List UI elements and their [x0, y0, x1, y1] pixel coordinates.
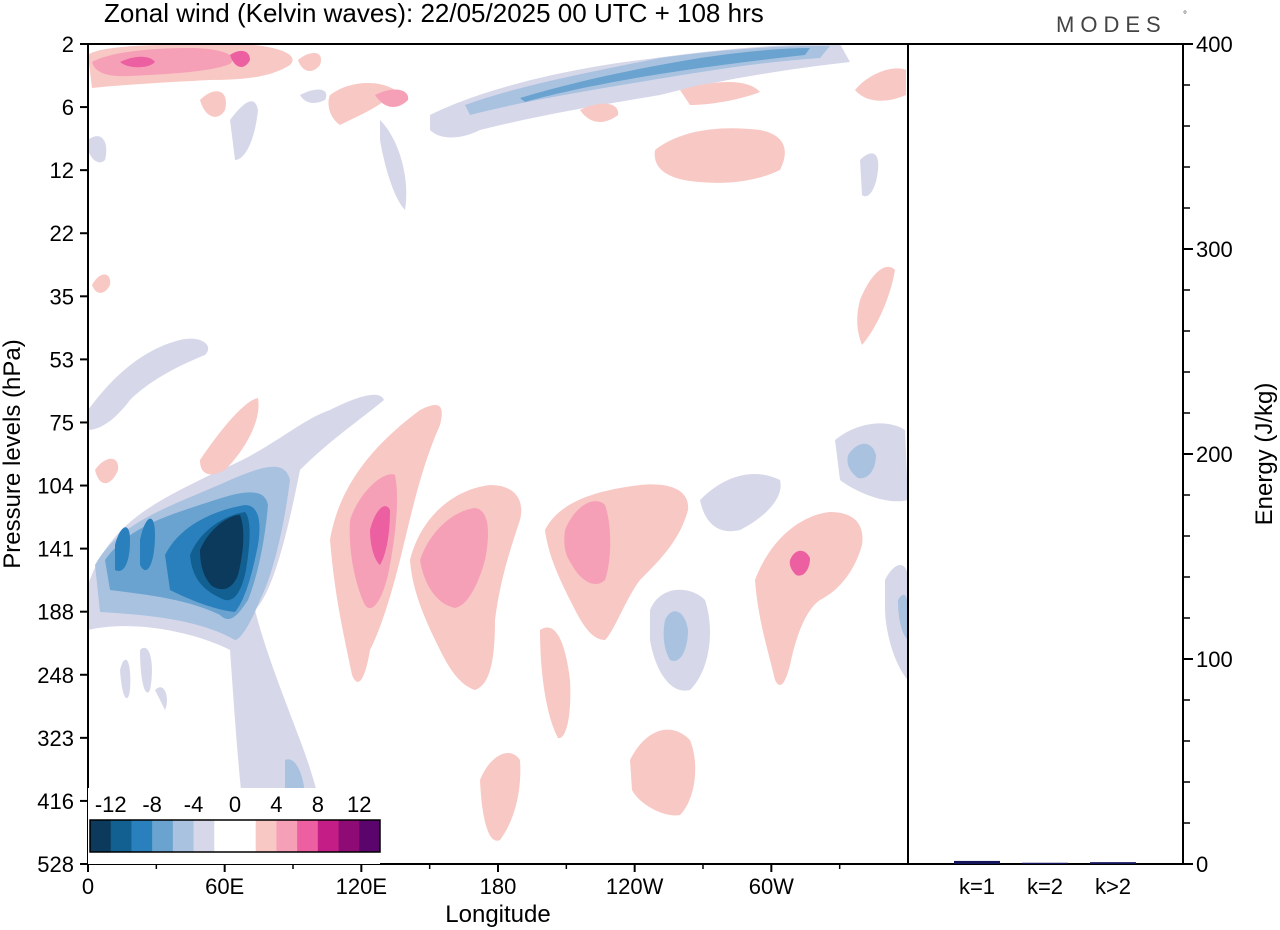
- y-tick-label: 248: [37, 663, 74, 688]
- x-axis-label: Longitude: [445, 901, 550, 928]
- colorbar-swatch: [317, 820, 340, 852]
- colorbar-swatch: [193, 820, 215, 852]
- y-tick-label: 35: [50, 284, 74, 309]
- energy-bars: k=1 k=2 k>2: [954, 860, 1136, 899]
- y-tick-label: 188: [37, 600, 74, 625]
- chart-title: Zonal wind (Kelvin waves): 22/05/2025 00…: [104, 0, 764, 28]
- colorbar-swatch: [276, 820, 298, 852]
- energy-bar-label: k=2: [1027, 874, 1063, 899]
- y-tick-label: 141: [37, 537, 74, 562]
- y-tick-label: 2: [62, 32, 74, 57]
- y-tick-label: 6: [62, 95, 74, 120]
- y-axis-ticks: 2 6 12 22 35 53 75 104 141 188 248 323 416 528: [37, 32, 88, 877]
- y-tick-label: 22: [50, 221, 74, 246]
- y-tick-label: 53: [50, 347, 74, 372]
- x-tick-label: 60W: [749, 874, 794, 899]
- x-tick-label: 0: [82, 874, 94, 899]
- energy-tick-label: 200: [1196, 442, 1233, 467]
- energy-axis-label: Energy (J/kg): [1251, 383, 1278, 526]
- energy-bar: [1090, 862, 1136, 864]
- colorbar-label: -8: [142, 792, 162, 817]
- modes-logo: MODES: [1056, 12, 1167, 37]
- energy-bar-label: k=1: [959, 874, 995, 899]
- energy-bar-label: k>2: [1095, 874, 1131, 899]
- energy-bar: [1022, 862, 1068, 864]
- colorbar-border: [89, 819, 381, 853]
- y-tick-label: 323: [37, 726, 74, 751]
- colorbar-label: 4: [270, 792, 282, 817]
- colorbar-swatch: [110, 820, 132, 852]
- colorbar-swatch: [255, 820, 277, 852]
- energy-axis-ticks: 0 100 200 300 400: [1183, 32, 1233, 877]
- y-tick-label: 12: [50, 158, 74, 183]
- x-tick-label: 60E: [205, 874, 244, 899]
- wind-contour-field: [88, 44, 908, 862]
- colorbar-label: -12: [95, 792, 127, 817]
- x-tick-label: 180: [480, 874, 517, 899]
- colorbar-swatch: [214, 820, 236, 852]
- energy-tick-label: 100: [1196, 647, 1233, 672]
- colorbar-swatch: [90, 820, 112, 852]
- colorbar-swatch: [297, 820, 319, 852]
- colorbar-swatch: [131, 820, 153, 852]
- negative-anomaly-regions: [88, 44, 908, 862]
- colorbar-swatches: [89, 819, 381, 853]
- colorbar-label: 12: [347, 792, 371, 817]
- colorbar-label: 8: [312, 792, 324, 817]
- x-tick-label: 120W: [606, 874, 664, 899]
- energy-bar: [954, 860, 1000, 864]
- energy-tick-label: 300: [1196, 237, 1233, 262]
- energy-tick-label: 400: [1196, 32, 1233, 57]
- colorbar-swatch: [235, 820, 257, 852]
- modes-logo-mark: °: [1183, 10, 1187, 21]
- x-axis-ticks: 0 60E 120E 180 120W 60W: [82, 864, 841, 899]
- colorbar: -12 -8 -4 0 4 8 12: [88, 788, 381, 864]
- colorbar-label: 0: [229, 792, 241, 817]
- energy-tick-label: 0: [1196, 852, 1208, 877]
- positive-anomaly-regions: [88, 44, 906, 841]
- y-tick-label: 528: [37, 852, 74, 877]
- y-tick-label: 104: [37, 474, 74, 499]
- x-tick-label: 120E: [336, 874, 387, 899]
- colorbar-swatch: [338, 820, 360, 852]
- colorbar-swatch: [152, 820, 174, 852]
- y-axis-label: Pressure levels (hPa): [0, 339, 26, 568]
- colorbar-labels: -12 -8 -4 0 4 8 12: [95, 792, 372, 817]
- y-tick-label: 75: [50, 410, 74, 435]
- colorbar-swatch: [359, 820, 381, 852]
- colorbar-label: -4: [184, 792, 204, 817]
- colorbar-swatch: [172, 820, 195, 852]
- y-tick-label: 416: [37, 789, 74, 814]
